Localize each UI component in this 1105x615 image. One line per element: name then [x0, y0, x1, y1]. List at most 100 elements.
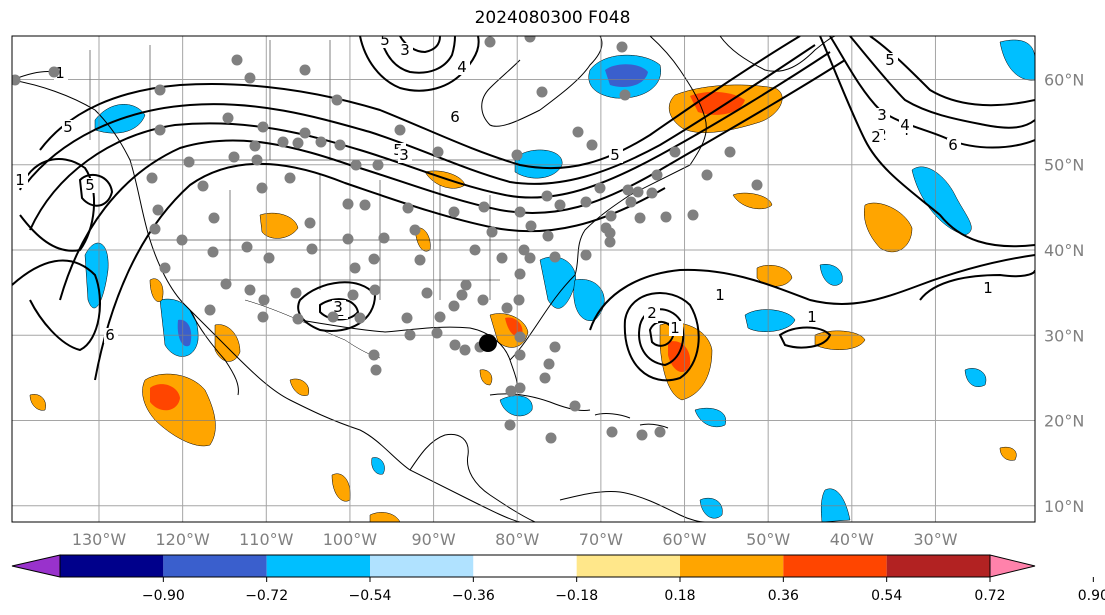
- contour-label: 1: [670, 319, 680, 337]
- colorbar-tick-label: −0.36: [452, 588, 495, 604]
- colorbar-segment: [783, 555, 887, 577]
- lat-tick-label: 30°N: [1044, 326, 1084, 345]
- station-dot: [545, 432, 557, 444]
- station-dot: [378, 232, 390, 244]
- station-dot: [258, 294, 270, 306]
- contour-label: 1: [983, 279, 993, 297]
- station-dot: [304, 217, 316, 229]
- colorbar-segment: [60, 555, 164, 577]
- station-dot: [350, 159, 362, 171]
- station-dot: [456, 289, 468, 301]
- station-dot: [48, 66, 60, 78]
- station-dot: [299, 127, 311, 139]
- station-dot: [154, 84, 166, 96]
- station-dot: [478, 201, 490, 213]
- station-dot: [354, 312, 366, 324]
- station-dot: [292, 137, 304, 149]
- station-dot: [394, 124, 406, 136]
- station-dot: [256, 182, 268, 194]
- lon-tick-label: 110°W: [239, 530, 294, 549]
- station-dot: [580, 249, 592, 261]
- lon-tick-label: 90°W: [411, 530, 455, 549]
- lat-tick-label: 40°N: [1044, 241, 1084, 260]
- station-dot: [432, 146, 444, 158]
- station-dot: [514, 268, 526, 280]
- station-dot: [448, 206, 460, 218]
- station-dot: [208, 212, 220, 224]
- station-dot: [514, 331, 526, 343]
- station-dot: [306, 243, 318, 255]
- station-dot: [477, 294, 489, 306]
- contour-label: 5: [885, 51, 895, 69]
- contour-label-group: 1152345656432154321111235653: [14, 36, 996, 344]
- contour-label: 6: [948, 136, 958, 154]
- contour-label: 3: [399, 146, 409, 164]
- station-dot: [504, 419, 516, 431]
- contour-label: 4: [900, 116, 910, 134]
- station-dot: [241, 241, 253, 253]
- lat-tick-labels: 60°N 50°N 40°N 30°N 20°N 10°N: [1044, 70, 1084, 515]
- station-dot: [331, 94, 343, 106]
- lat-tick-label: 20°N: [1044, 412, 1084, 431]
- station-dot: [654, 426, 666, 438]
- station-dot: [524, 36, 536, 43]
- lat-tick-label: 50°N: [1044, 156, 1084, 175]
- contour-label: 5: [85, 176, 95, 194]
- station-dot: [622, 184, 634, 196]
- station-dot: [606, 426, 618, 438]
- lon-tick-label: 50°W: [746, 530, 790, 549]
- station-dot: [342, 233, 354, 245]
- colorbar-tick-label: −0.90: [142, 588, 185, 604]
- contour-label: 3: [877, 106, 887, 124]
- station-dot: [359, 199, 371, 211]
- station-dot: [632, 186, 644, 198]
- colorbar-segment: [163, 555, 267, 577]
- station-dot: [347, 289, 359, 301]
- contour-label: 3: [333, 298, 343, 316]
- contour-label: 4: [457, 58, 467, 76]
- station-dot: [525, 220, 537, 232]
- station-dot: [619, 89, 631, 101]
- station-dot: [12, 74, 21, 86]
- station-dot: [496, 252, 508, 264]
- colorbar-tick-label: 0.18: [664, 588, 695, 604]
- station-dot: [501, 302, 513, 314]
- station-dot: [514, 349, 526, 361]
- contour-label: 3: [400, 41, 410, 59]
- station-dot: [404, 329, 416, 341]
- station-dot: [368, 349, 380, 361]
- station-dot: [518, 244, 530, 256]
- contour-label: 2: [647, 304, 657, 322]
- contour-label: 1: [715, 286, 725, 304]
- station-dot: [604, 236, 616, 248]
- station-dot: [580, 196, 592, 208]
- contour-label: 1: [15, 171, 25, 189]
- station-dot: [669, 146, 681, 158]
- station-dot: [152, 204, 164, 216]
- colorbar-segment: [680, 555, 784, 577]
- station-dot: [257, 311, 269, 323]
- station-dot: [149, 223, 161, 235]
- station-dot: [687, 209, 699, 221]
- station-dot: [554, 199, 566, 211]
- station-dot: [549, 341, 561, 353]
- lat-tick-label: 10°N: [1044, 497, 1084, 516]
- station-dot: [409, 224, 421, 236]
- station-dot: [605, 210, 617, 222]
- contour-label: 5: [610, 146, 620, 164]
- station-dot: [292, 313, 304, 325]
- station-dot: [370, 364, 382, 376]
- station-dot: [543, 358, 555, 370]
- map-title: 2024080300 F048: [474, 8, 631, 28]
- lon-tick-label: 130°W: [72, 530, 127, 549]
- lon-tick-label: 70°W: [579, 530, 623, 549]
- colorbar-tick-label: 0.72: [974, 588, 1005, 604]
- station-dot: [460, 279, 472, 291]
- lon-tick-label: 80°W: [495, 530, 539, 549]
- station-dot: [569, 400, 581, 412]
- station-dot: [600, 222, 612, 234]
- station-dot: [154, 124, 166, 136]
- station-dot: [505, 385, 517, 397]
- lat-tick-label: 60°N: [1044, 70, 1084, 89]
